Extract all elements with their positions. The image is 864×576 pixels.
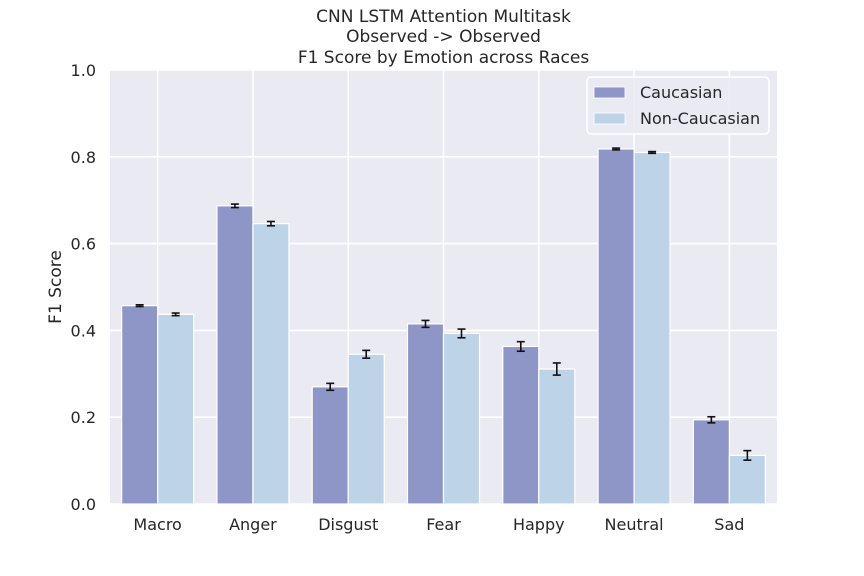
x-tick-label: Neutral <box>605 515 664 534</box>
error-bar <box>362 349 371 359</box>
x-tick-label: Macro <box>133 515 181 534</box>
error-bar <box>516 340 525 353</box>
error-bar <box>421 319 430 329</box>
error-bar <box>326 382 335 392</box>
y-tick-label: 1.0 <box>71 61 96 80</box>
y-tick-label: 0.0 <box>71 495 96 514</box>
x-tick-label: Fear <box>426 515 461 534</box>
x-tick-label: Happy <box>513 515 565 534</box>
bar-caucasian-anger <box>216 205 254 505</box>
error-bar <box>552 362 561 376</box>
legend-swatch <box>593 86 626 99</box>
bar-non-caucasian-macro <box>157 313 195 505</box>
legend-entry: Non-Caucasian <box>640 109 760 128</box>
error-bar <box>230 203 239 209</box>
chart-title-line-1: CNN LSTM Attention Multitask <box>316 7 571 27</box>
error-bar <box>648 150 657 155</box>
x-tick-label: Disgust <box>318 515 378 534</box>
bar-non-caucasian-happy <box>538 368 576 505</box>
error-bar <box>743 449 752 461</box>
bar-caucasian-neutral <box>597 148 635 505</box>
error-bar <box>612 147 621 151</box>
chart-title-line-2: Observed -> Observed <box>346 27 541 47</box>
y-axis-label: F1 Score <box>46 250 66 324</box>
legend-entry: Caucasian <box>640 83 722 102</box>
y-tick-label: 0.2 <box>71 408 96 427</box>
bar-caucasian-happy <box>502 345 540 505</box>
x-tick-labels: Macro Anger Disgust Fear Happy Neutral Sad <box>133 515 744 534</box>
legend: Caucasian Non-Caucasian <box>586 76 770 135</box>
bar-non-caucasian-anger <box>252 223 290 505</box>
y-tick-label: 0.6 <box>71 235 96 254</box>
error-bars <box>135 147 752 461</box>
error-bar <box>707 415 716 424</box>
error-bar <box>457 328 466 339</box>
y-tick-label: 0.4 <box>71 321 96 340</box>
bar-caucasian-disgust <box>311 386 349 505</box>
x-tick-label: Anger <box>229 515 277 534</box>
legend-box <box>586 76 770 135</box>
bar-caucasian-fear <box>406 323 445 505</box>
error-bar <box>171 312 180 317</box>
x-tick-label: Sad <box>714 515 744 534</box>
bar-non-caucasian-fear <box>442 332 481 505</box>
chart-title-line-3: F1 Score by Emotion across Races <box>298 48 590 68</box>
bar-non-caucasian-disgust <box>347 353 385 505</box>
error-bar <box>135 303 144 308</box>
bar-non-caucasian-neutral <box>633 151 671 505</box>
y-tick-labels: 0.0 0.2 0.4 0.6 0.8 1.0 <box>71 61 96 514</box>
legend-swatch <box>593 112 626 125</box>
bar-caucasian-sad <box>692 419 730 505</box>
error-bar <box>266 220 275 227</box>
bar-caucasian-macro <box>121 305 159 505</box>
y-tick-label: 0.8 <box>71 148 96 167</box>
bar-non-caucasian-sad <box>728 454 766 505</box>
